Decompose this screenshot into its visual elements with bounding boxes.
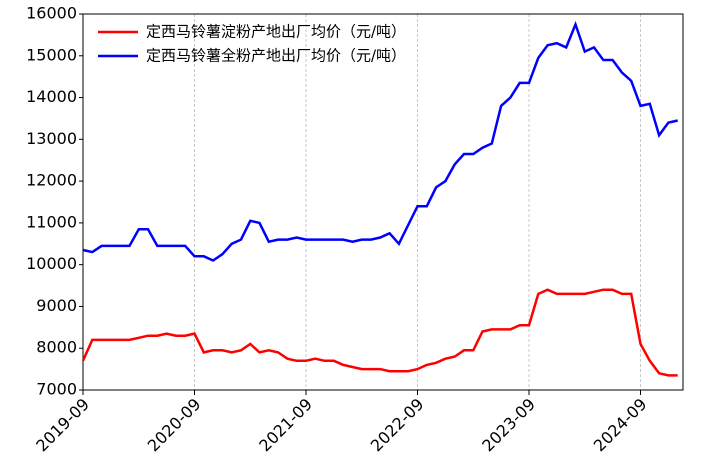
y-tick-label: 9000 — [36, 296, 77, 315]
y-tick-label: 15000 — [26, 45, 77, 64]
x-tick-label: 2024-09 — [590, 395, 651, 456]
y-tick-label: 14000 — [26, 87, 77, 106]
y-tick-label: 16000 — [26, 4, 77, 23]
y-tick-label: 13000 — [26, 129, 77, 148]
legend-label: 定西马铃薯淀粉产地出厂均价（元/吨） — [146, 23, 406, 41]
y-tick-label: 12000 — [26, 171, 77, 190]
series-line — [81, 288, 678, 377]
y-tick-label: 8000 — [36, 338, 77, 357]
x-tick-label: 2022-09 — [367, 395, 428, 456]
x-tick-label: 2019-09 — [32, 395, 93, 456]
y-tick-label: 10000 — [26, 254, 77, 273]
x-tick-label: 2021-09 — [255, 395, 316, 456]
legend-label: 定西马铃薯全粉产地出厂均价（元/吨） — [146, 47, 406, 65]
y-tick-label: 11000 — [26, 212, 77, 231]
y-tick-label: 7000 — [36, 380, 77, 399]
series-line — [82, 20, 678, 262]
plot-frame — [82, 13, 684, 391]
x-tick-label: 2020-09 — [144, 395, 205, 456]
x-tick-label: 2023-09 — [478, 395, 539, 456]
